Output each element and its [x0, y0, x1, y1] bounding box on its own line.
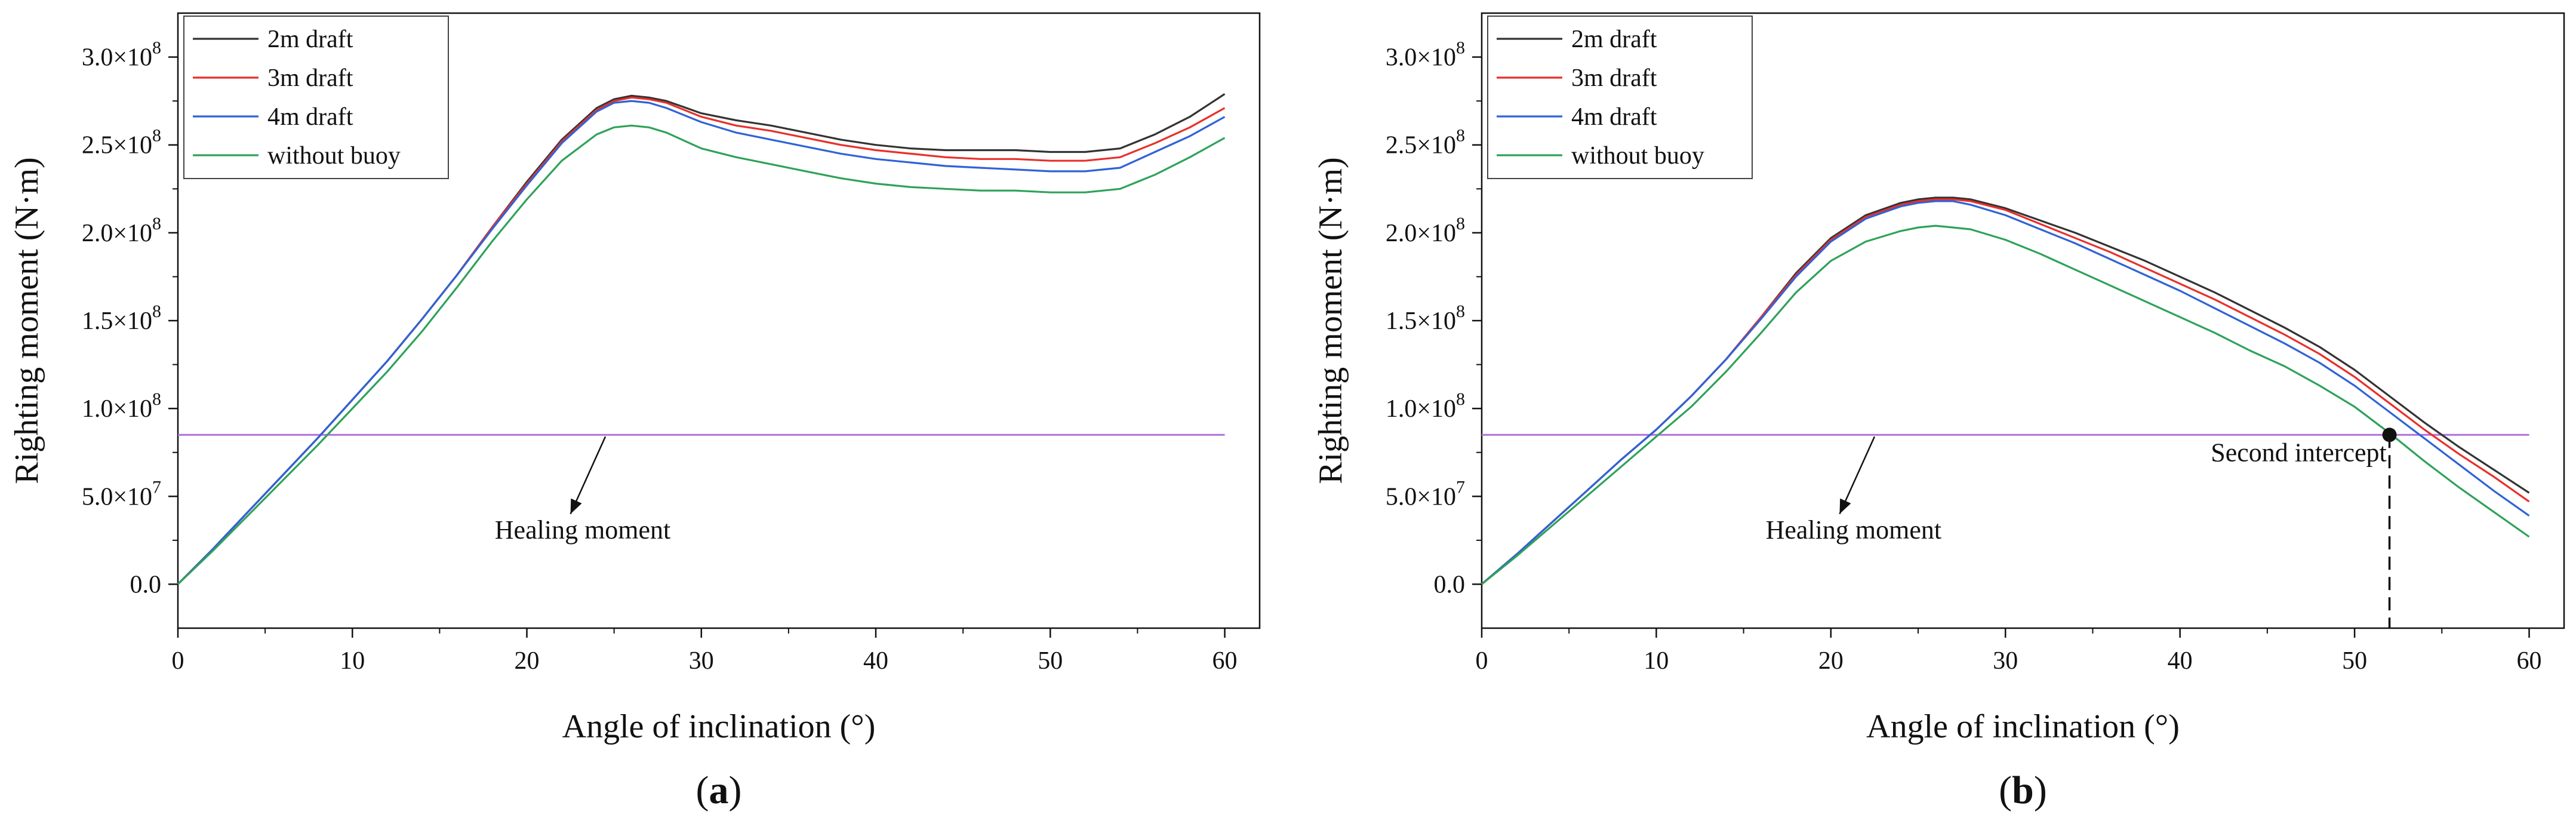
y-tick-exponent: 8	[152, 389, 161, 409]
caption-letter: a	[709, 768, 729, 812]
y-tick-mantissa: 2.0×10	[1386, 220, 1456, 247]
y-tick-exponent: 8	[1456, 302, 1465, 321]
x-tick-label: 30	[1993, 647, 2018, 675]
y-tick-exponent: 8	[152, 302, 161, 321]
x-tick-label: 10	[340, 647, 365, 675]
y-tick-mantissa: 1.0×10	[82, 395, 152, 423]
y-tick-label: 2.0×108	[1386, 214, 1465, 247]
x-tick-label: 0	[1476, 647, 1488, 675]
x-tick-label: 60	[1212, 647, 1238, 675]
legend-label: 2m draft	[1571, 26, 1657, 53]
y-tick-exponent: 7	[152, 477, 161, 497]
caption-open-paren: (	[1999, 768, 2012, 812]
y-tick-label: 1.0×108	[82, 389, 161, 423]
y-tick-label: 1.5×108	[82, 302, 161, 335]
y-tick-mantissa: 5.0×10	[82, 483, 152, 511]
y-tick-label: 1.0×108	[1386, 389, 1465, 423]
panel-caption: (b)	[1999, 768, 2047, 812]
annotation-label: Healing moment	[495, 515, 671, 545]
x-axis-title: Angle of inclination (°)	[1866, 708, 2180, 745]
annotation-arrow-head	[570, 498, 582, 514]
y-tick-mantissa: 2.5×10	[82, 132, 152, 159]
y-tick-label: 0.0	[130, 571, 162, 598]
y-tick-mantissa: 2.0×10	[82, 220, 152, 247]
x-tick-label: 0	[172, 647, 184, 675]
caption-open-paren: (	[696, 768, 709, 812]
y-axis-title: Righting moment (N·m)	[8, 157, 45, 484]
y-tick-label: 5.0×107	[1386, 477, 1465, 511]
y-tick-exponent: 8	[152, 214, 161, 233]
series-line-3m-draft	[1481, 198, 2530, 585]
y-tick-label: 2.0×108	[82, 214, 161, 247]
caption-close-paren: )	[729, 768, 742, 812]
y-tick-mantissa: 1.5×10	[1386, 308, 1456, 335]
x-tick-label: 30	[689, 647, 714, 675]
x-tick-label: 10	[1644, 647, 1669, 675]
y-tick-label: 0.0	[1434, 571, 1466, 598]
y-tick-mantissa: 0.0	[130, 571, 162, 598]
y-tick-exponent: 8	[1456, 389, 1465, 409]
legend-box	[1487, 16, 1753, 179]
y-tick-mantissa: 2.5×10	[1386, 132, 1456, 159]
legend-label: 3m draft	[267, 64, 353, 92]
y-tick-mantissa: 3.0×10	[82, 44, 152, 72]
series-line-4m-draft	[1481, 200, 2530, 585]
second-intercept-marker	[2382, 428, 2397, 442]
legend-label: 3m draft	[1571, 64, 1657, 92]
y-tick-mantissa: 5.0×10	[1386, 483, 1456, 511]
y-tick-exponent: 7	[1456, 477, 1465, 497]
caption-letter: b	[2012, 768, 2034, 812]
legend-label: without buoy	[267, 142, 401, 170]
panel-caption: (a)	[696, 768, 742, 812]
y-tick-label: 3.0×108	[82, 38, 161, 72]
y-tick-mantissa: 1.0×10	[1386, 395, 1456, 423]
legend-box	[183, 16, 449, 179]
y-tick-mantissa: 1.5×10	[82, 308, 152, 335]
y-tick-exponent: 8	[152, 126, 161, 146]
y-tick-label: 2.5×108	[1386, 126, 1465, 159]
y-tick-exponent: 8	[1456, 126, 1465, 146]
x-tick-label: 20	[515, 647, 540, 675]
legend-label: 4m draft	[267, 103, 353, 131]
series-line-4m-draft	[177, 100, 1226, 585]
annotation-label: Second intercept	[2211, 438, 2386, 467]
x-tick-label: 60	[2517, 647, 2542, 675]
y-tick-mantissa: 0.0	[1434, 571, 1466, 598]
annotation-label: Healing moment	[1766, 515, 1942, 545]
y-tick-exponent: 8	[152, 38, 161, 58]
chart-panel-a: 0 10 20 30 40 50 600.05.0×1071.0×1081.5×1082.0…	[8, 12, 1261, 812]
y-tick-label: 5.0×107	[82, 477, 161, 511]
series-line-without-buoy	[1481, 225, 2530, 585]
legend: 2m draft 3m draft 4m draft without buoy	[183, 16, 449, 179]
legend-label: without buoy	[1571, 142, 1704, 170]
y-tick-label: 3.0×108	[1386, 38, 1465, 72]
y-tick-mantissa: 3.0×10	[1386, 44, 1456, 72]
y-tick-label: 2.5×108	[82, 126, 161, 159]
x-tick-label: 50	[1038, 647, 1063, 675]
annotation-arrow-head	[1839, 498, 1851, 514]
x-tick-label: 40	[863, 647, 888, 675]
x-axis-title: Angle of inclination (°)	[562, 708, 876, 745]
y-tick-exponent: 8	[1456, 38, 1465, 58]
legend: 2m draft 3m draft 4m draft without buoy	[1487, 16, 1753, 179]
legend-label: 2m draft	[267, 26, 353, 53]
legend-label: 4m draft	[1571, 103, 1657, 131]
x-tick-label: 20	[1818, 647, 1843, 675]
series-line-without-buoy	[177, 124, 1226, 585]
x-tick-label: 50	[2342, 647, 2367, 675]
y-tick-exponent: 8	[1456, 214, 1465, 233]
y-axis-title: Righting moment (N·m)	[1312, 157, 1349, 484]
caption-close-paren: )	[2034, 768, 2047, 812]
x-tick-label: 40	[2168, 647, 2193, 675]
chart-panel-b: 0 10 20 30 40 50 600.05.0×1071.0×1081.5×1082.0…	[1312, 12, 2565, 812]
y-tick-label: 1.5×108	[1386, 302, 1465, 335]
